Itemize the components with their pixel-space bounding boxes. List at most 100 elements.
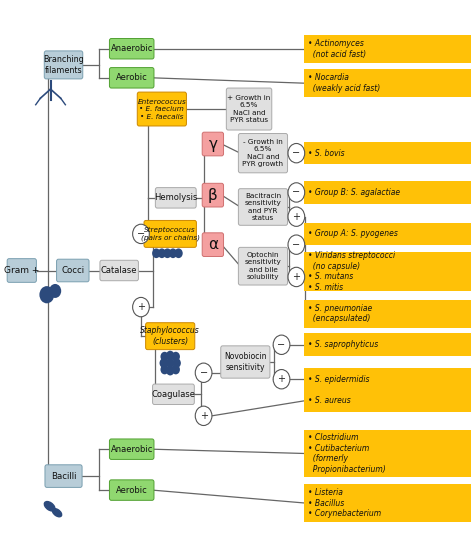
Circle shape [172,352,180,361]
Circle shape [174,248,182,258]
Text: • Listeria
• Bacillus
• Corynebacterium: • Listeria • Bacillus • Corynebacterium [309,488,382,518]
Text: Branching
filaments: Branching filaments [43,55,84,75]
Text: Aerobic: Aerobic [116,74,147,82]
Circle shape [39,286,54,304]
FancyBboxPatch shape [155,188,196,208]
Text: Catalase: Catalase [101,266,137,275]
Text: Bacilli: Bacilli [51,472,76,480]
Circle shape [173,358,181,368]
Circle shape [166,358,174,368]
Circle shape [273,370,290,389]
Circle shape [288,183,305,202]
FancyBboxPatch shape [304,222,471,245]
FancyBboxPatch shape [304,333,471,356]
FancyBboxPatch shape [304,35,471,63]
Circle shape [195,363,212,382]
Text: • Group A: S. pyogenes: • Group A: S. pyogenes [309,229,398,239]
Text: −: − [292,148,301,158]
Text: - Growth in
6.5%
NaCl and
PYR growth: - Growth in 6.5% NaCl and PYR growth [243,139,283,167]
Circle shape [133,224,149,243]
FancyBboxPatch shape [202,132,224,156]
FancyBboxPatch shape [304,252,471,291]
Text: • S. epidermidis: • S. epidermidis [309,375,370,384]
FancyBboxPatch shape [304,69,471,97]
FancyBboxPatch shape [202,183,224,207]
FancyBboxPatch shape [45,465,82,487]
Text: Staphylococcus
(clusters): Staphylococcus (clusters) [140,326,200,346]
FancyBboxPatch shape [109,439,154,459]
Text: • Nocardia
  (weakly acid fast): • Nocardia (weakly acid fast) [309,74,381,93]
FancyBboxPatch shape [100,260,138,281]
FancyBboxPatch shape [304,181,471,204]
Text: Optochin
sensitivity
and bile
solubility: Optochin sensitivity and bile solubility [245,252,282,280]
Circle shape [49,284,61,298]
Text: β: β [208,188,218,203]
Text: Gram +: Gram + [4,266,39,275]
FancyBboxPatch shape [144,220,196,247]
Text: Novobiocin
sensitivity: Novobiocin sensitivity [224,352,266,372]
Text: Hemolysis: Hemolysis [154,193,198,202]
FancyBboxPatch shape [146,323,195,349]
FancyBboxPatch shape [56,259,89,282]
Text: −: − [137,229,145,239]
Text: +: + [277,374,285,384]
Text: • Group B: S. agalactiae: • Group B: S. agalactiae [309,188,401,197]
Circle shape [172,365,180,374]
Text: Bacitracin
sensitivity
and PYR
status: Bacitracin sensitivity and PYR status [245,193,282,221]
Text: + Growth in
6.5%
NaCl and
PYR status: + Growth in 6.5% NaCl and PYR status [228,95,271,123]
Ellipse shape [45,502,55,511]
FancyBboxPatch shape [304,390,471,412]
Circle shape [288,267,305,287]
Text: Anaerobic: Anaerobic [110,44,153,53]
FancyBboxPatch shape [109,68,154,88]
FancyBboxPatch shape [304,430,471,478]
Text: +: + [137,302,145,312]
Text: +: + [292,272,301,282]
FancyBboxPatch shape [238,247,288,285]
FancyBboxPatch shape [221,346,270,378]
FancyBboxPatch shape [226,88,272,130]
Circle shape [288,207,305,226]
Text: Anaerobic: Anaerobic [110,445,153,454]
Circle shape [273,335,290,354]
Text: • S. saprophyticus: • S. saprophyticus [309,340,379,349]
Circle shape [169,248,177,258]
Circle shape [158,248,166,258]
Circle shape [288,235,305,254]
Circle shape [166,351,174,360]
FancyBboxPatch shape [202,233,224,256]
Text: Cocci: Cocci [61,266,84,275]
FancyBboxPatch shape [238,189,288,225]
FancyBboxPatch shape [109,38,154,59]
Text: Streptococcus
(pairs or chains): Streptococcus (pairs or chains) [141,227,200,241]
Text: γ: γ [209,136,218,151]
Circle shape [195,406,212,426]
Text: −: − [277,340,285,350]
Text: α: α [208,237,218,252]
FancyBboxPatch shape [109,480,154,500]
Circle shape [152,248,161,258]
Text: −: − [292,188,301,197]
Text: • Viridans streptococci
  (no capsule)
• S. mutans
• S. mitis: • Viridans streptococci (no capsule) • S… [309,251,395,292]
Text: • Clostridium
• Cutibacterium
  (formerly
  Propionibacterium): • Clostridium • Cutibacterium (formerly … [309,433,386,474]
Text: • S. aureus: • S. aureus [309,396,351,405]
FancyBboxPatch shape [137,92,186,126]
Text: Enterococcus
• E. faecium
• E. faecalis: Enterococcus • E. faecium • E. faecalis [137,98,186,120]
Text: • Actinomyces
  (not acid fast): • Actinomyces (not acid fast) [309,39,366,58]
Circle shape [133,298,149,317]
Text: −: − [292,240,301,249]
Ellipse shape [53,509,62,517]
Circle shape [288,143,305,163]
Circle shape [163,248,172,258]
FancyBboxPatch shape [304,484,471,522]
Circle shape [161,365,169,374]
FancyBboxPatch shape [238,134,288,173]
Text: Coagulase: Coagulase [152,390,195,399]
Text: Aerobic: Aerobic [116,486,147,494]
FancyBboxPatch shape [153,384,194,405]
Circle shape [161,352,169,361]
FancyBboxPatch shape [304,142,471,164]
FancyBboxPatch shape [304,368,471,391]
FancyBboxPatch shape [7,259,36,282]
Text: • S. bovis: • S. bovis [309,149,345,157]
